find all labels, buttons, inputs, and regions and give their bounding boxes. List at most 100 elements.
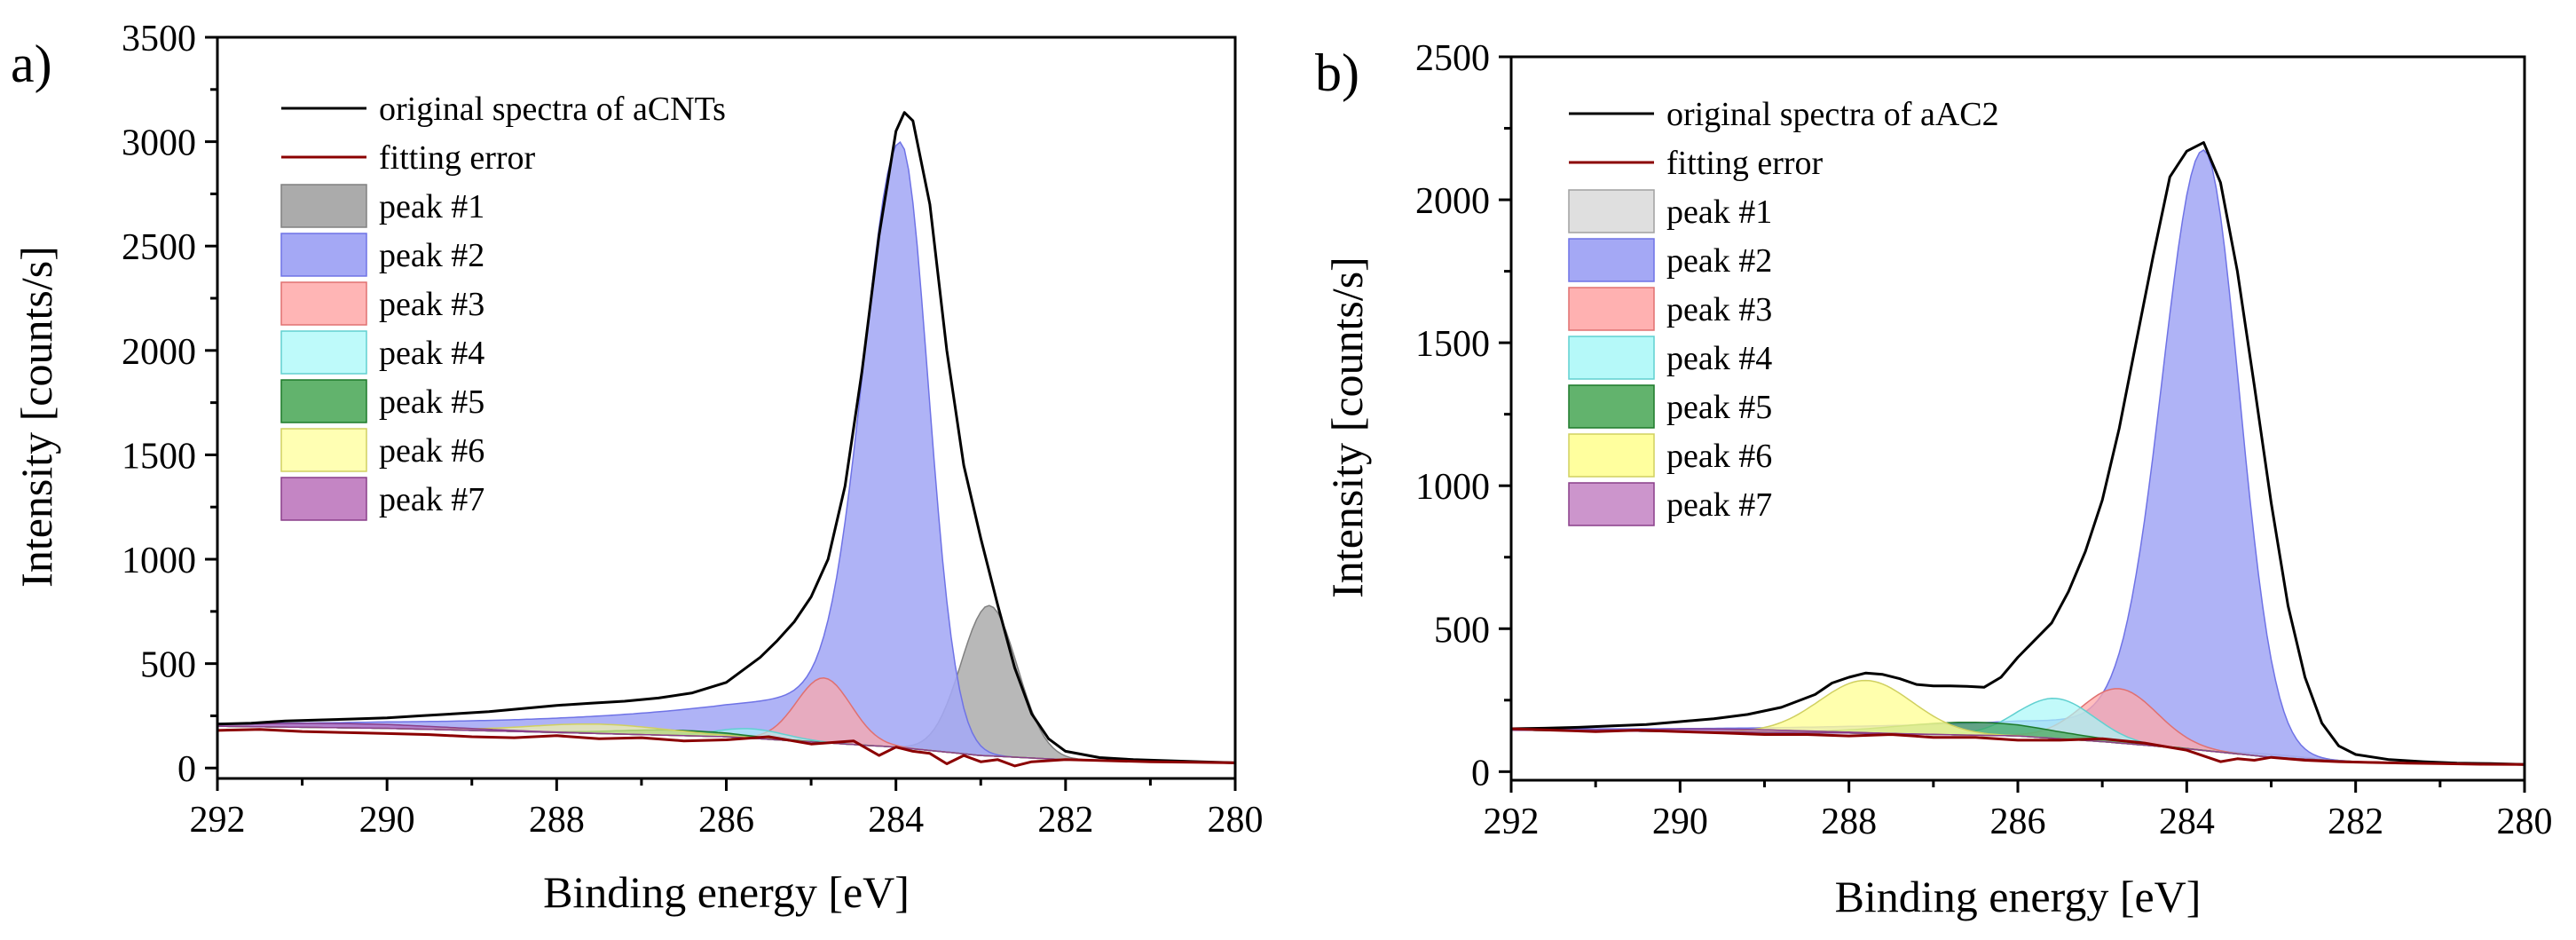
x-axis-ticks: 292 290 288 286 284 282 280: [1484, 780, 2553, 842]
legend-swatch: [1568, 287, 1655, 331]
panel-a: a) 292 290 288 286 284 282 280 0 500 1000 1500 200…: [11, 19, 1264, 917]
legend-item: peak #5: [1568, 384, 1772, 429]
legend-item: peak #2: [280, 233, 484, 277]
legend-label: peak #6: [379, 432, 484, 470]
legend-item: peak #3: [1568, 287, 1772, 331]
legend-item: peak #4: [1568, 336, 1772, 380]
x-tick-label: 284: [2159, 802, 2215, 842]
legend-item: peak #3: [280, 281, 484, 326]
y-tick-label: 2000: [1415, 181, 1490, 222]
legend-label: peak #4: [1666, 340, 1772, 377]
y-axis-ticks: 0 500 1000 1500 2000 2500 3000 3500: [122, 19, 217, 790]
legend-item: peak #6: [280, 428, 484, 472]
x-tick-label: 290: [359, 800, 415, 841]
legend-item: original spectra of aCNTs: [281, 91, 726, 128]
legend-label: peak #7: [1666, 486, 1772, 524]
legend-label: fitting error: [1666, 145, 1824, 182]
series-peak-2-area: [1510, 149, 2525, 766]
legend-item: peak #6: [1568, 433, 1772, 478]
legend-item: peak #4: [280, 330, 484, 375]
legend-swatch: [280, 379, 367, 423]
x-tick-label: 286: [1990, 802, 2046, 842]
y-tick-label: 500: [1434, 610, 1490, 651]
x-tick-label: 284: [868, 800, 924, 841]
panel-label: a): [11, 35, 52, 93]
y-axis-title: Intensity [counts/s]: [1322, 257, 1372, 598]
legend-label: original spectra of aAC2: [1666, 96, 1999, 133]
legend-label: peak #1: [1666, 194, 1772, 231]
plot-frame: [216, 36, 1237, 780]
y-tick-label: 2000: [122, 332, 196, 373]
y-tick-label: 1000: [122, 541, 196, 581]
y-axis-title: Intensity [counts/s]: [12, 246, 61, 588]
legend-label: peak #3: [379, 286, 484, 323]
legend-item: peak #1: [1568, 189, 1772, 233]
legend-swatch: [1568, 189, 1655, 233]
x-axis-ticks: 292 290 288 286 284 282 280: [190, 778, 1264, 841]
x-tick-label: 292: [190, 800, 246, 841]
legend-swatch: [1568, 238, 1655, 282]
legend: original spectra of aAC2 fitting error pea…: [1568, 96, 1999, 526]
legend-item: peak #2: [1568, 238, 1772, 282]
x-tick-label: 286: [698, 800, 754, 841]
legend-label: peak #4: [379, 335, 484, 372]
plot-frame: [1509, 55, 2526, 782]
x-tick-label: 282: [1037, 800, 1093, 841]
legend-swatch: [280, 428, 367, 472]
x-tick-label: 292: [1484, 802, 1540, 842]
y-tick-label: 0: [1471, 753, 1490, 794]
y-tick-label: 500: [140, 645, 196, 686]
legend-item: fitting error: [281, 139, 536, 177]
y-tick-label: 3500: [122, 19, 196, 59]
legend-label: peak #7: [379, 481, 484, 518]
series-layer: [1510, 141, 2525, 766]
legend-swatch: [1568, 482, 1655, 526]
legend-label: peak #6: [1666, 438, 1772, 475]
legend-swatch: [280, 281, 367, 326]
series-peak-4-area: [217, 725, 1236, 764]
y-tick-label: 2500: [1415, 38, 1490, 79]
x-axis-title: Binding energy [eV]: [543, 867, 910, 917]
x-tick-label: 290: [1652, 802, 1708, 842]
series-layer: [217, 111, 1236, 768]
series-fitting-error-line: [217, 728, 1236, 768]
panel-label: b): [1315, 43, 1359, 102]
legend-swatch: [280, 330, 367, 375]
legend-item: peak #1: [280, 184, 484, 228]
legend-swatch: [1568, 384, 1655, 429]
legend-swatch: [280, 233, 367, 277]
y-tick-label: 3000: [122, 123, 196, 164]
legend-swatch: [1568, 433, 1655, 478]
legend-item: peak #7: [280, 477, 484, 521]
legend: original spectra of aCNTs fitting error pe…: [280, 91, 726, 521]
series-peak-2-area: [217, 140, 1236, 764]
series-fitting-error-line: [1510, 727, 2525, 766]
legend-swatch: [1568, 336, 1655, 380]
legend-item: fitting error: [1569, 145, 1824, 182]
legend-item: peak #7: [1568, 482, 1772, 526]
x-tick-label: 288: [529, 800, 585, 841]
legend-item: original spectra of aAC2: [1569, 96, 1999, 133]
series-original-spectra-of-aac2-line: [1510, 141, 2525, 766]
legend-label: peak #2: [1666, 242, 1772, 280]
legend-swatch: [280, 184, 367, 228]
y-tick-label: 1500: [122, 436, 196, 477]
series-original-spectra-of-acnts-line: [217, 111, 1236, 764]
legend-label: peak #5: [379, 383, 484, 421]
legend-swatch: [280, 477, 367, 521]
x-tick-label: 288: [1821, 802, 1877, 842]
x-tick-label: 282: [2328, 802, 2383, 842]
legend-label: peak #5: [1666, 389, 1772, 426]
panel-b: b) 292 290 288 286 284 282 280 0 500 1000 1500 200…: [1315, 38, 2553, 921]
x-tick-label: 280: [1208, 800, 1264, 841]
y-tick-label: 0: [177, 749, 196, 790]
legend-label: peak #2: [379, 237, 484, 274]
legend-label: fitting error: [379, 139, 536, 177]
x-tick-label: 280: [2497, 802, 2553, 842]
legend-label: peak #1: [379, 188, 484, 225]
legend-label: peak #3: [1666, 291, 1772, 328]
y-tick-label: 1000: [1415, 467, 1490, 508]
y-tick-label: 1500: [1415, 324, 1490, 365]
y-tick-label: 2500: [122, 227, 196, 268]
